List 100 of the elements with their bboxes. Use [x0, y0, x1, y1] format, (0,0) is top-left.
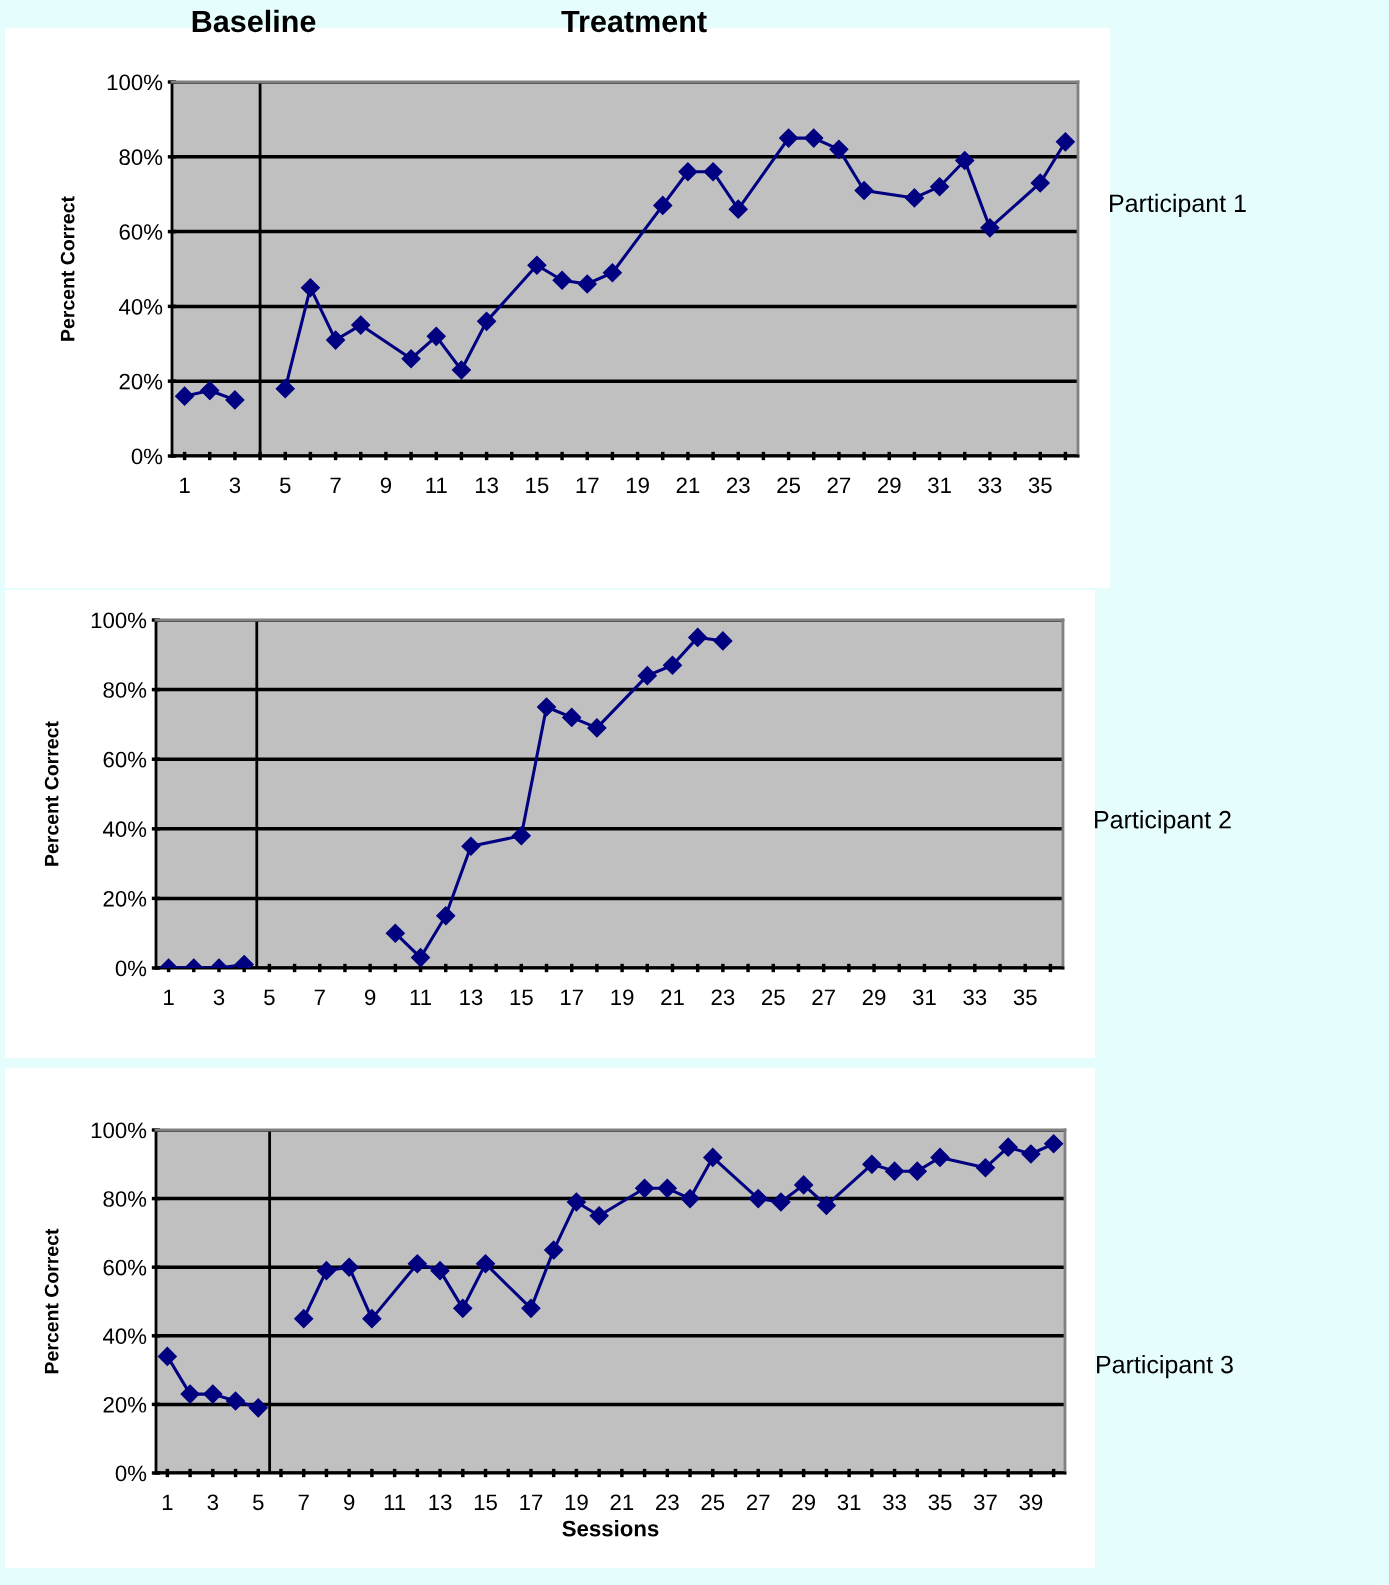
point: [294, 1309, 314, 1329]
y-tick-label: 0%: [115, 1465, 147, 1482]
y-tick-label: 20%: [103, 890, 147, 907]
x-tick-label: 5: [279, 477, 291, 494]
point: [521, 1298, 541, 1318]
point: [854, 180, 874, 200]
x-tick-label: 19: [611, 989, 634, 1006]
x-tick-label: 23: [727, 477, 750, 494]
point: [385, 923, 405, 943]
x-tick-label: 11: [426, 477, 447, 493]
point: [1030, 173, 1050, 193]
y-tick-label: 100%: [107, 74, 163, 91]
point: [411, 948, 431, 968]
x-tick-label: 29: [878, 477, 901, 494]
point: [461, 836, 481, 856]
x-tick-label: 29: [792, 1494, 815, 1511]
y-tick-label: 100%: [91, 612, 147, 629]
point: [653, 195, 673, 215]
x-tick-label: 25: [701, 1494, 725, 1511]
point: [728, 199, 748, 219]
point: [816, 1195, 836, 1215]
x-tick-label: 11: [384, 1494, 406, 1510]
point: [326, 330, 346, 350]
point: [589, 1206, 609, 1226]
x-tick-label: 11: [410, 989, 431, 1005]
x-tick-label: 17: [561, 989, 583, 1005]
point: [713, 631, 733, 651]
x-tick-label: 3: [207, 1494, 219, 1511]
point: [316, 1261, 336, 1281]
x-tick-label: 21: [676, 477, 700, 493]
point: [436, 906, 456, 926]
x-tick-label: 25: [762, 989, 785, 1006]
x-tick-label: 1: [162, 1494, 173, 1510]
point: [748, 1189, 768, 1209]
point: [157, 1346, 177, 1366]
point: [794, 1175, 814, 1195]
y-tick-label: 80%: [103, 1191, 147, 1207]
text: Treatment: [561, 10, 707, 33]
point: [477, 311, 497, 331]
point: [562, 707, 582, 727]
x-tick-label: 29: [862, 989, 886, 1006]
x-tick-label: 27: [812, 989, 835, 1005]
point: [226, 1391, 246, 1411]
x-tick-label: 3: [213, 989, 225, 1006]
y-tick-label: 40%: [119, 298, 163, 315]
point: [225, 390, 245, 410]
x-tick-label: 3: [229, 477, 241, 494]
x-tick-label: 9: [344, 1494, 355, 1511]
point: [175, 386, 195, 406]
point: [930, 1147, 950, 1167]
point: [602, 263, 622, 283]
x-tick-label: 9: [365, 989, 376, 1006]
x-tick-label: 1: [180, 477, 190, 493]
x-tick-label: 17: [576, 477, 599, 493]
x-tick-label: 33: [883, 1494, 906, 1511]
point: [904, 188, 924, 208]
point: [998, 1137, 1018, 1157]
x-tick-label: 23: [656, 1494, 679, 1511]
y-tick-label: 0%: [131, 448, 163, 465]
x-tick-label: 33: [963, 989, 987, 1006]
point: [862, 1154, 882, 1174]
x-tick-label: 5: [252, 1494, 264, 1511]
x-tick-label: 37: [973, 1494, 997, 1511]
x-tick-label: 19: [626, 477, 649, 494]
y-tick-label: 80%: [103, 682, 147, 698]
point: [339, 1257, 359, 1277]
point: [688, 627, 708, 647]
x-tick-label: 21: [661, 989, 684, 1005]
point: [527, 255, 547, 275]
point: [980, 218, 1000, 238]
x-tick-label: 1: [164, 989, 174, 1005]
point: [587, 718, 607, 738]
point: [930, 177, 950, 197]
point: [771, 1192, 791, 1212]
point: [552, 270, 572, 290]
y-tick-label: 40%: [103, 821, 147, 838]
point: [544, 1240, 564, 1260]
point: [804, 128, 824, 148]
point: [829, 139, 849, 159]
x-tick-label: 9: [380, 477, 392, 494]
y-tick-label: 0%: [115, 960, 147, 977]
y-axis-title: Percent Correct: [60, 196, 75, 341]
x-tick-label: 21: [610, 1494, 634, 1510]
point: [635, 1178, 655, 1198]
point: [203, 1384, 223, 1404]
point: [566, 1192, 586, 1212]
x-tick-label: 23: [711, 989, 735, 1006]
point: [248, 1398, 268, 1418]
x-tick-label: 35: [1013, 989, 1037, 1006]
point: [407, 1254, 427, 1274]
point: [200, 381, 220, 401]
y-tick-label: 60%: [119, 224, 163, 240]
point: [975, 1158, 995, 1178]
point: [637, 666, 657, 686]
text: Baseline: [192, 9, 316, 33]
point: [430, 1261, 450, 1281]
x-tick-label: 13: [475, 477, 498, 494]
x-tick-label: 39: [1019, 1494, 1043, 1511]
y-tick-label: 20%: [103, 1396, 147, 1413]
x-tick-label: 15: [510, 989, 533, 1006]
